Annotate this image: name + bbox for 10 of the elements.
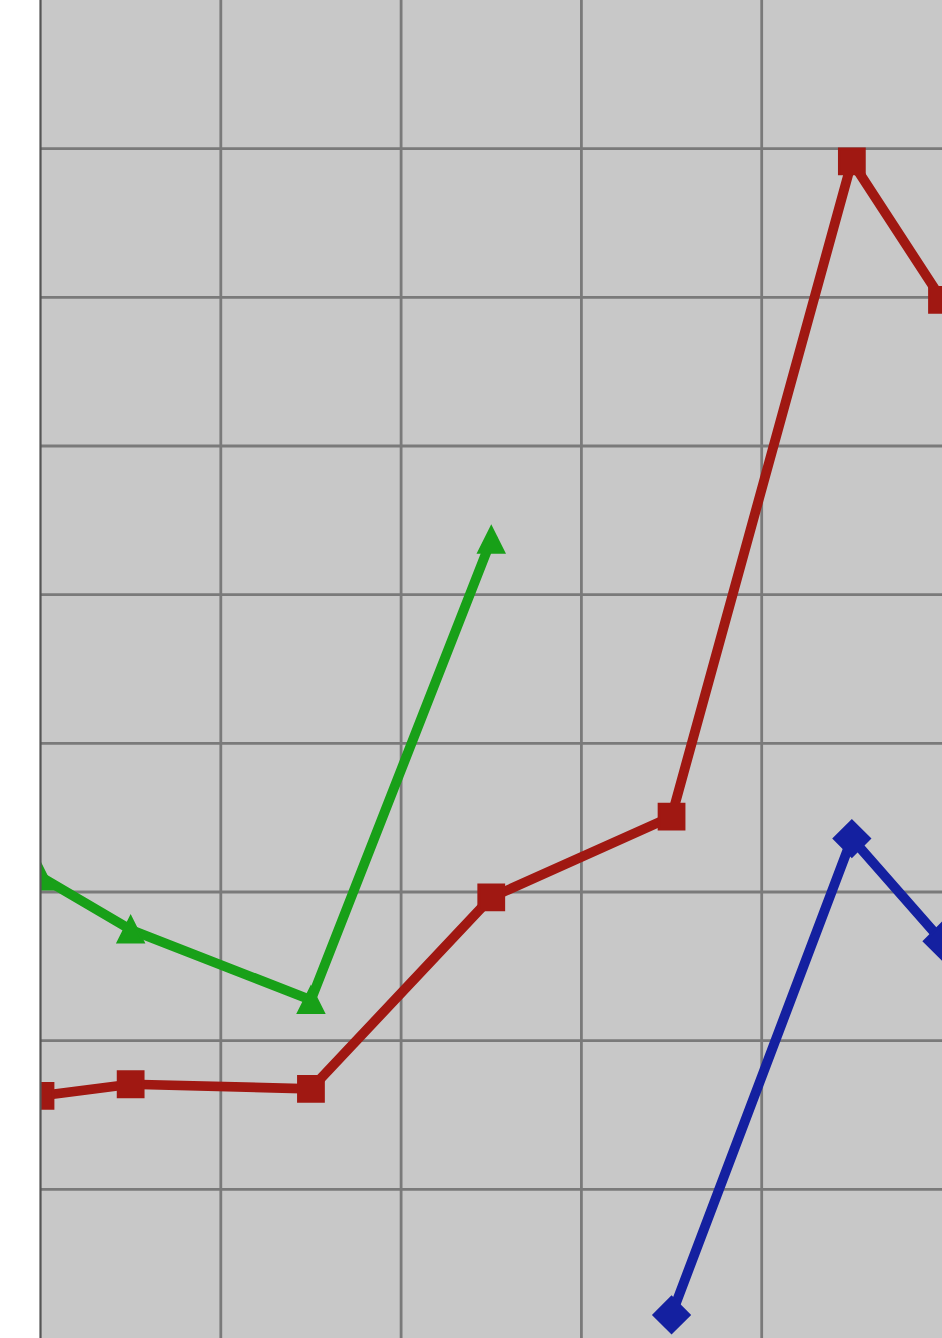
point — [477, 525, 506, 554]
point — [116, 1070, 145, 1099]
point — [832, 819, 871, 858]
point — [116, 915, 145, 944]
point — [297, 1074, 325, 1103]
point — [297, 986, 325, 1014]
point — [652, 1295, 691, 1334]
point — [657, 802, 686, 831]
point — [837, 147, 866, 176]
point — [477, 883, 506, 912]
